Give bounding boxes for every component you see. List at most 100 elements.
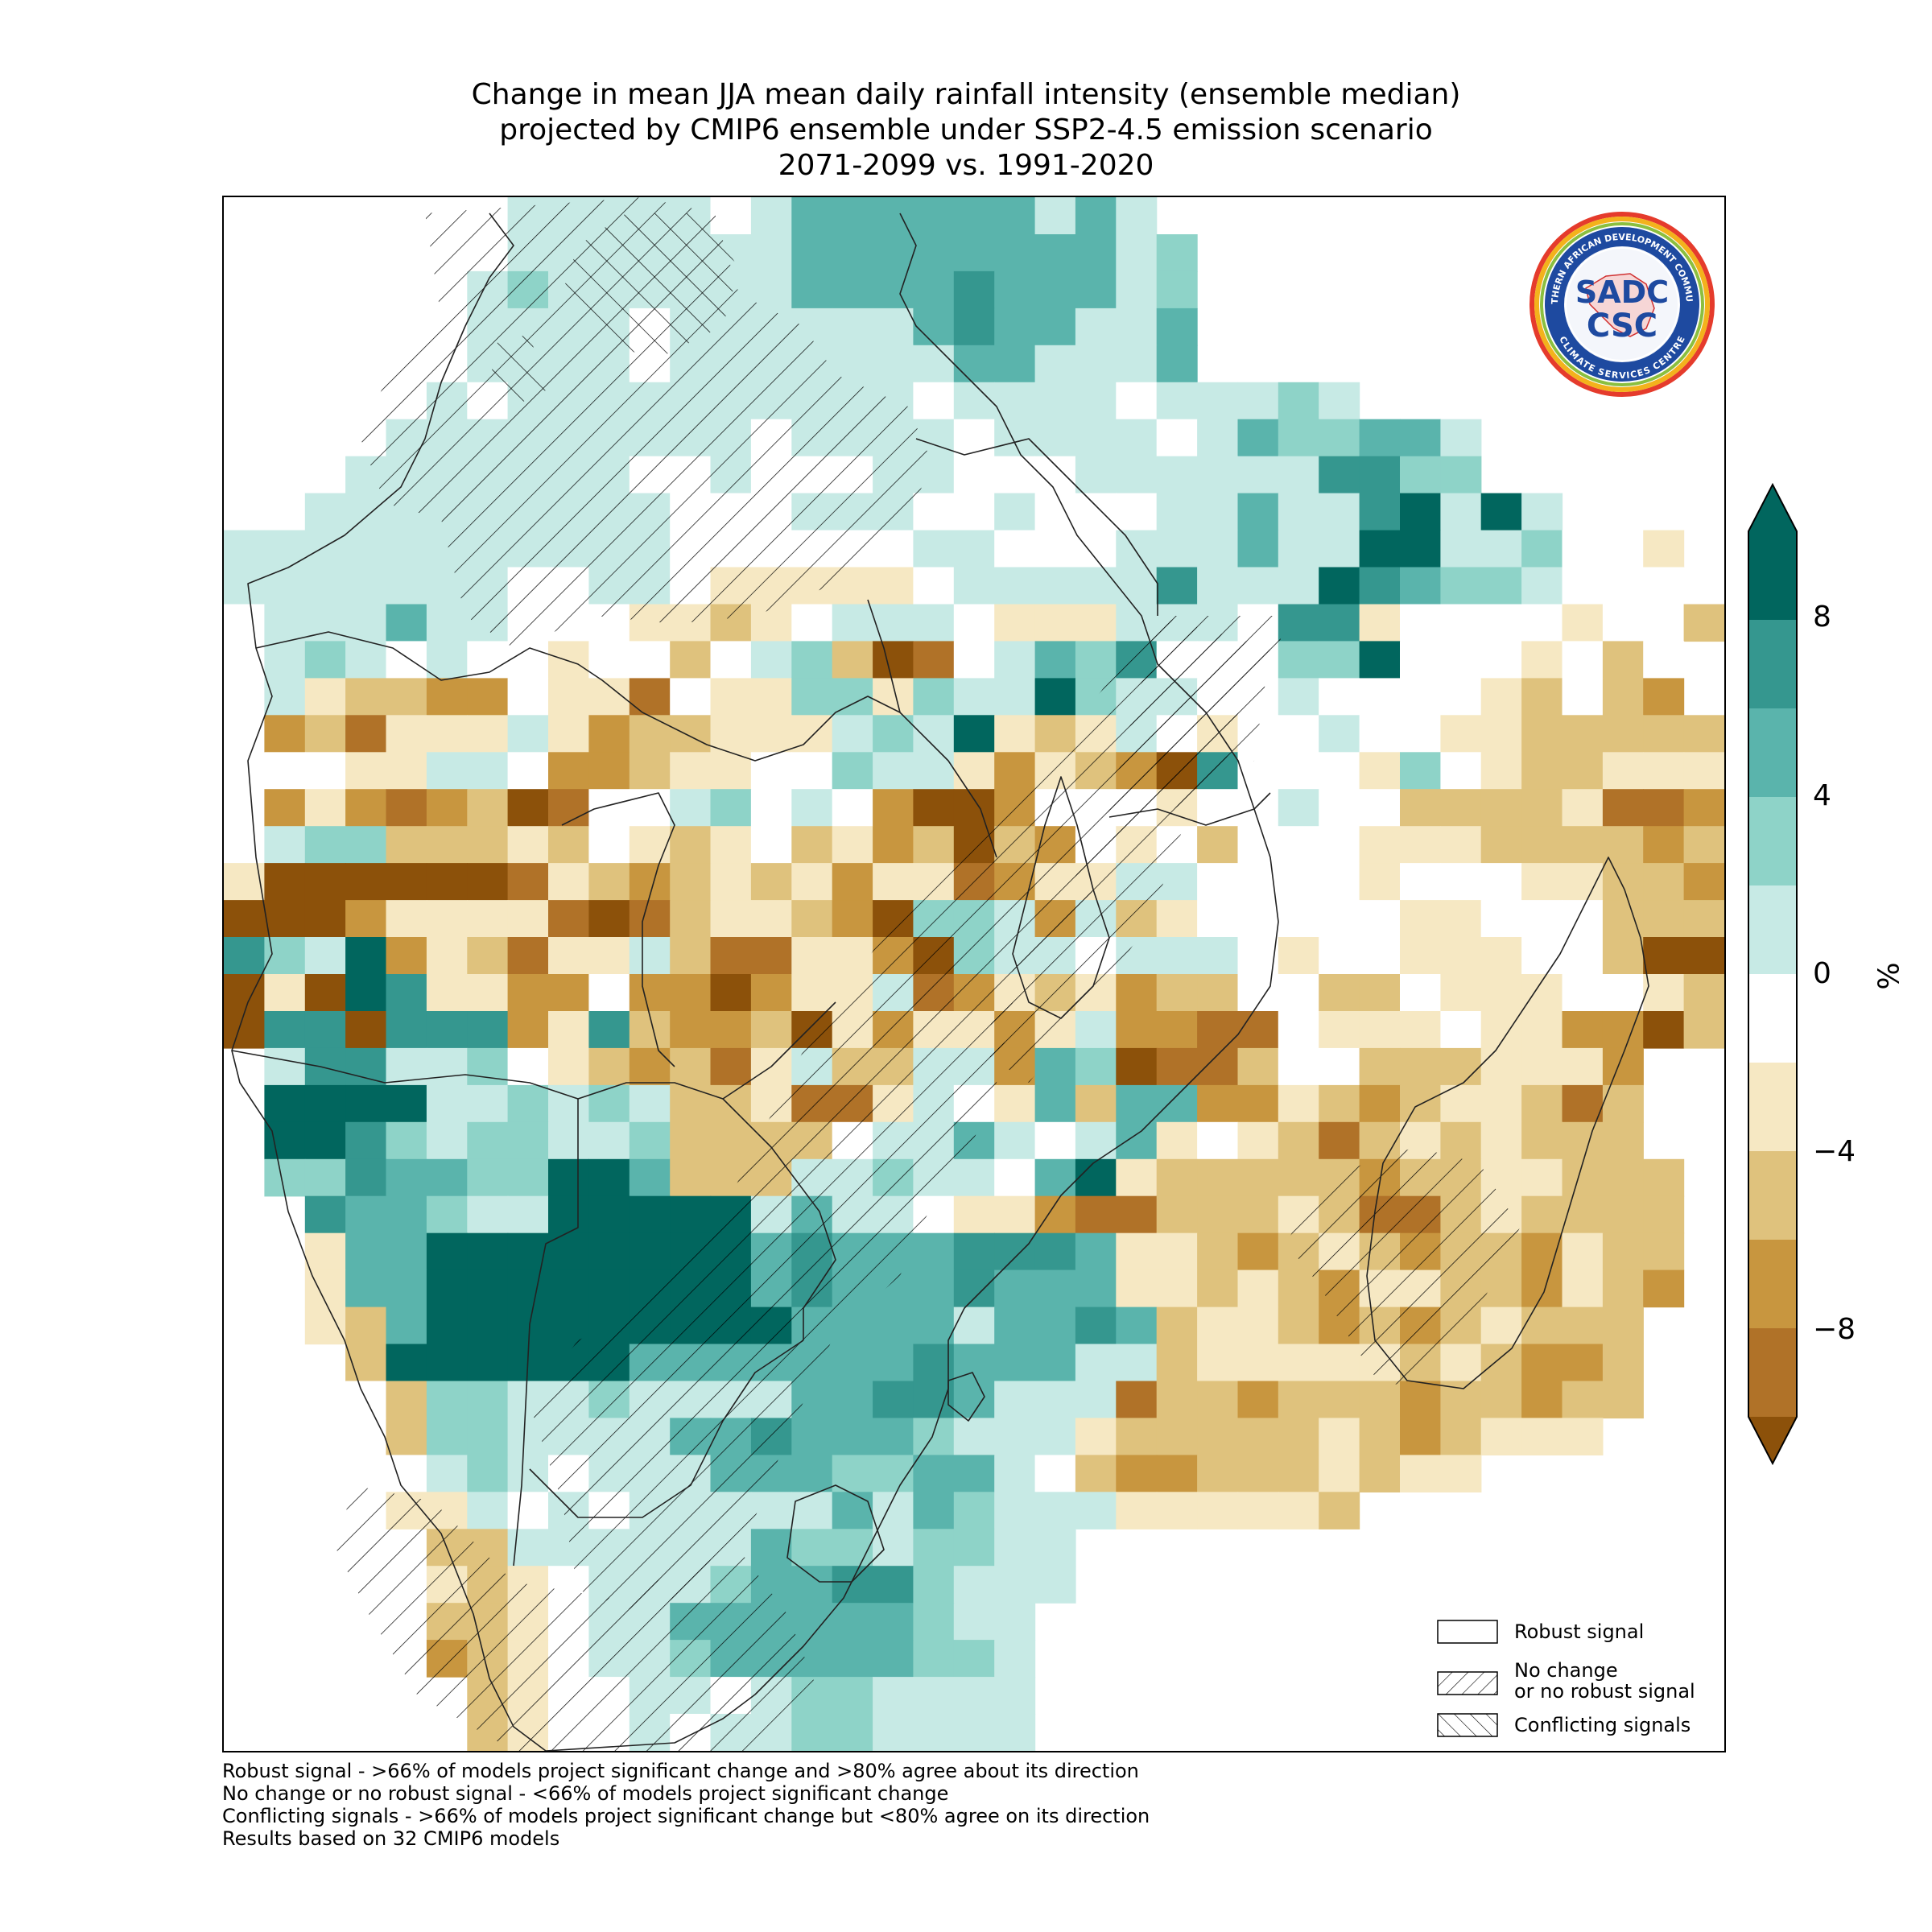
grid-cell	[1034, 1195, 1076, 1234]
grid-cell	[304, 900, 346, 938]
grid-cell	[1278, 678, 1319, 716]
grid-cell	[1400, 937, 1441, 975]
grid-cell	[1643, 752, 1685, 790]
grid-cell	[386, 1344, 427, 1382]
grid-cell	[426, 1158, 468, 1197]
grid-cell	[750, 234, 792, 272]
grid-cell	[832, 1714, 873, 1751]
grid-cell	[1237, 1492, 1279, 1530]
grid-cell	[629, 641, 671, 679]
grid-cell	[791, 678, 833, 716]
grid-cell	[1683, 900, 1724, 938]
grid-cell	[953, 1455, 995, 1492]
grid-cell	[1602, 789, 1644, 827]
grid-cell	[588, 1011, 630, 1049]
border-angola-namibia	[231, 1050, 579, 1100]
grid-cell	[224, 900, 265, 938]
grid-cell	[1480, 937, 1522, 975]
grid-cell	[1034, 1307, 1076, 1345]
grid-cell	[224, 1011, 265, 1049]
grid-cell	[994, 752, 1036, 790]
grid-cell	[386, 1418, 427, 1455]
grid-cell	[1602, 530, 1644, 568]
grid-cell	[629, 826, 671, 864]
grid-cell	[507, 1084, 549, 1123]
grid-cell	[1116, 530, 1158, 568]
border-malawi	[1012, 776, 1110, 1019]
grid-cell	[750, 826, 792, 864]
grid-cell	[994, 456, 1036, 494]
grid-cell	[507, 1455, 549, 1492]
grid-cell	[670, 1195, 712, 1234]
grid-cell	[629, 752, 671, 790]
conflict-region-north	[562, 213, 739, 358]
grid-cell	[264, 752, 306, 790]
grid-cell	[873, 715, 914, 753]
grid-cell	[1602, 1232, 1644, 1271]
grid-cell	[386, 567, 427, 605]
grid-cell	[1602, 1344, 1644, 1382]
grid-cell	[264, 715, 306, 753]
grid-cell	[588, 1047, 630, 1086]
grid-cell	[304, 752, 346, 790]
grid-cell	[1440, 752, 1482, 790]
grid-cell	[1116, 1492, 1158, 1530]
grid-cell	[386, 937, 427, 975]
grid-cell	[1278, 826, 1319, 864]
grid-cell	[507, 789, 549, 827]
grid-cell	[467, 1344, 509, 1382]
grid-cell	[1319, 715, 1360, 753]
grid-cell	[1400, 456, 1441, 494]
grid-cell	[1440, 826, 1482, 864]
hatch-region-madagascar	[1286, 1147, 1520, 1389]
grid-cell	[1116, 1084, 1158, 1123]
grid-cell	[913, 493, 955, 531]
grid-cell	[1521, 1158, 1563, 1197]
grid-cell	[1034, 234, 1076, 272]
grid-cell	[1562, 715, 1604, 753]
grid-cell	[1562, 789, 1604, 827]
grid-cell	[1278, 1084, 1319, 1123]
grid-cell	[1075, 234, 1117, 272]
grid-cell	[1075, 1195, 1117, 1234]
grid-cell	[791, 1529, 833, 1567]
signal-hatching	[336, 197, 1520, 1751]
grid-cell	[1319, 937, 1360, 975]
grid-cell	[1156, 1381, 1198, 1419]
grid-cell	[1116, 1307, 1158, 1345]
grid-cell	[670, 678, 712, 716]
grid-cell	[913, 789, 955, 827]
legend-swatch-no-change	[1437, 1671, 1498, 1695]
grid-cell	[1643, 974, 1685, 1012]
grid-cell	[1237, 530, 1279, 568]
grid-cell	[1197, 826, 1239, 864]
grid-cell	[467, 1084, 509, 1123]
grid-cell	[1034, 1158, 1076, 1197]
footnote-robust: Robust signal - >66% of models project s…	[222, 1760, 1139, 1782]
grid-cell	[750, 197, 792, 235]
grid-cell	[507, 974, 549, 1012]
legend-swatch-conflicting	[1437, 1713, 1498, 1737]
grid-cell	[1562, 1232, 1604, 1271]
grid-cell	[1034, 604, 1076, 642]
grid-cell	[1602, 1195, 1644, 1234]
grid-cell	[1319, 1492, 1360, 1530]
grid-cell	[548, 1047, 589, 1086]
grid-cell	[507, 715, 549, 753]
grid-cell	[913, 382, 955, 420]
grid-cell	[386, 530, 427, 568]
grid-cell	[791, 1714, 833, 1751]
grid-cell	[1237, 1455, 1279, 1492]
grid-cell	[1400, 530, 1441, 568]
grid-cell	[264, 1158, 306, 1197]
grid-cell	[832, 1529, 873, 1567]
grid-cell	[832, 715, 873, 753]
grid-cell	[1197, 493, 1239, 531]
border-tanzania-mozambique	[1108, 792, 1271, 826]
grid-cell	[1075, 530, 1117, 568]
coastline-madagascar	[1366, 857, 1649, 1389]
grid-cell	[345, 1269, 387, 1308]
grid-cell	[1400, 863, 1441, 901]
grid-cell	[1480, 1121, 1522, 1160]
grid-cell	[873, 234, 914, 272]
